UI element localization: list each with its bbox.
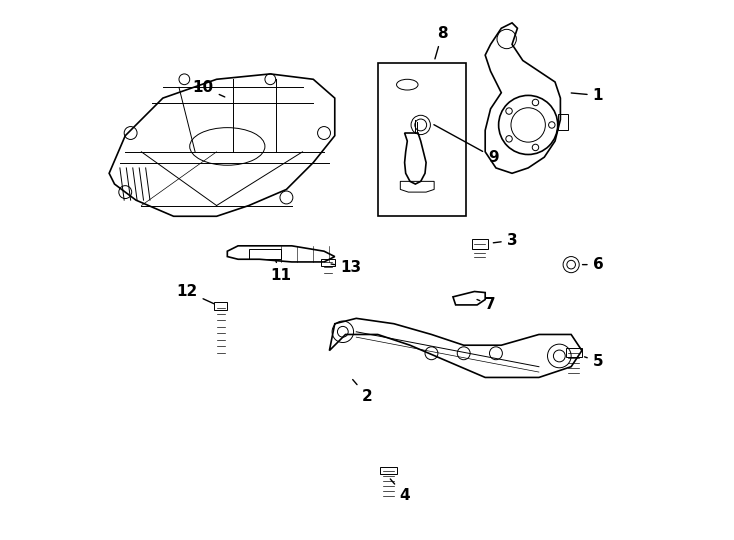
Text: 11: 11	[271, 260, 291, 283]
Text: 6: 6	[583, 257, 603, 272]
Text: 7: 7	[477, 298, 495, 313]
Text: 8: 8	[435, 26, 448, 59]
Text: 10: 10	[193, 80, 225, 97]
Bar	[378, 63, 466, 217]
Bar	[249, 248, 281, 259]
Text: 2: 2	[353, 380, 372, 404]
Text: 1: 1	[571, 88, 603, 103]
Text: 3: 3	[493, 233, 517, 248]
Text: 9: 9	[434, 125, 498, 165]
Text: 4: 4	[390, 479, 410, 503]
Text: 13: 13	[331, 260, 361, 275]
Text: 5: 5	[584, 354, 603, 369]
Text: 12: 12	[176, 284, 214, 304]
